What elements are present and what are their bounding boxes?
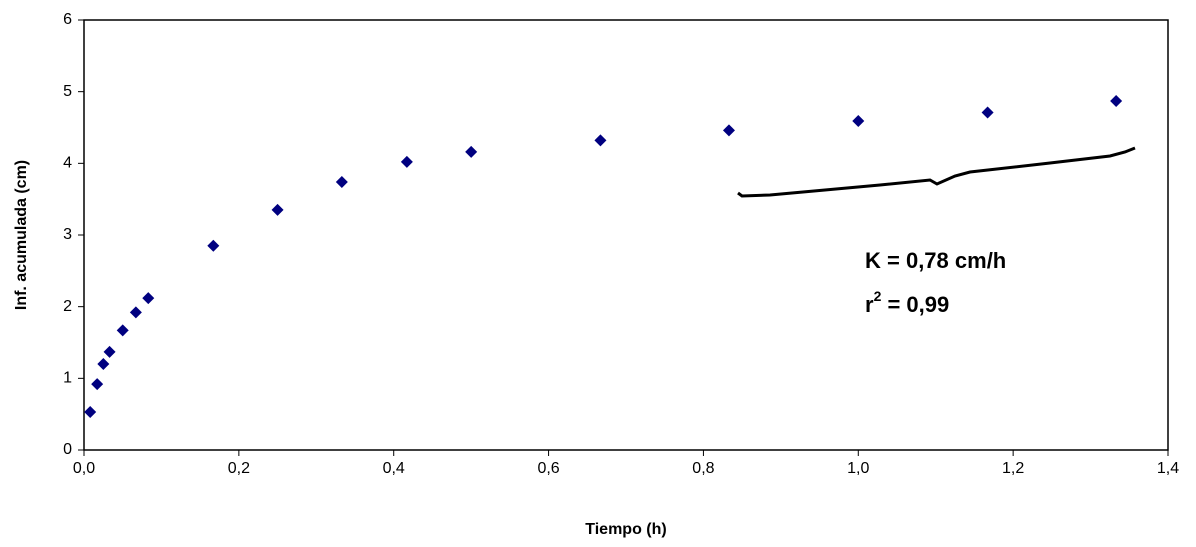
point <box>84 406 97 419</box>
x-tick-label: 0,6 <box>537 460 559 477</box>
y-tick-label: 6 <box>63 11 72 28</box>
y-tick-label: 4 <box>63 155 72 172</box>
point <box>142 292 155 305</box>
annotation-r2: r2 = 0,99 <box>865 288 949 317</box>
point <box>465 145 478 158</box>
point <box>116 324 129 337</box>
point <box>400 155 413 168</box>
x-tick-label: 1,4 <box>1157 460 1179 477</box>
x-tick-label: 1,0 <box>847 460 869 477</box>
y-axis-label: Inf. acumulada (cm) <box>13 160 30 310</box>
point <box>594 134 607 147</box>
x-tick-label: 0,0 <box>73 460 95 477</box>
x-tick-label: 0,2 <box>228 460 250 477</box>
y-tick-label: 5 <box>63 83 72 100</box>
point <box>207 239 220 252</box>
point <box>129 306 142 319</box>
annotation-r2-base: r <box>865 292 874 317</box>
point <box>1110 94 1123 107</box>
y-tick-label: 1 <box>63 370 72 387</box>
annotation-r2-rest: = 0,99 <box>881 292 949 317</box>
point <box>97 358 110 370</box>
x-tick-label: 0,8 <box>692 460 714 477</box>
x-tick-label: 1,2 <box>1002 460 1024 477</box>
point <box>271 203 284 216</box>
point <box>722 124 735 137</box>
point <box>91 378 104 391</box>
x-tick-label: 0,4 <box>383 460 405 477</box>
y-tick-label: 3 <box>63 226 72 243</box>
plot-frame <box>83 19 1169 451</box>
point <box>103 345 116 358</box>
point <box>335 175 348 188</box>
point <box>852 115 865 128</box>
y-tick-label: 0 <box>63 441 72 458</box>
annotation-r2-sup: 2 <box>874 288 882 304</box>
x-axis-label: Tiempo (h) <box>585 521 666 538</box>
point <box>981 106 994 119</box>
y-tick-label: 2 <box>63 298 72 315</box>
trend-sketch <box>737 146 1136 198</box>
annotation-k: K = 0,78 cm/h <box>865 248 1006 273</box>
